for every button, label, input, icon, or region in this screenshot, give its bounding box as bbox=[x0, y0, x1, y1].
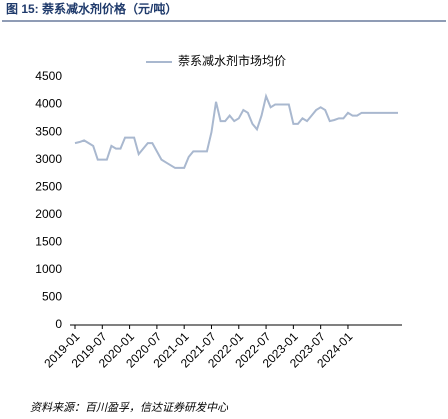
y-tick-label: 3500 bbox=[35, 124, 62, 138]
legend-label: 萘系减水剂市场均价 bbox=[178, 53, 286, 68]
y-tick-label: 2500 bbox=[35, 179, 62, 193]
y-tick-label: 2000 bbox=[35, 207, 62, 221]
y-tick-label: 0 bbox=[55, 317, 62, 331]
source-note: 资料来源：百川盈孚，信达证券研发中心 bbox=[30, 401, 229, 414]
chart-title: 图 15: 萘系减水剂价格（元/吨） bbox=[6, 1, 177, 16]
y-tick-label: 4500 bbox=[35, 69, 62, 83]
price-line bbox=[74, 93, 398, 169]
y-tick-label: 1500 bbox=[35, 235, 62, 249]
y-tick-label: 500 bbox=[42, 290, 62, 304]
y-tick-label: 4000 bbox=[35, 97, 62, 111]
y-tick-label: 3000 bbox=[35, 152, 62, 166]
y-tick-label: 1000 bbox=[35, 262, 62, 276]
